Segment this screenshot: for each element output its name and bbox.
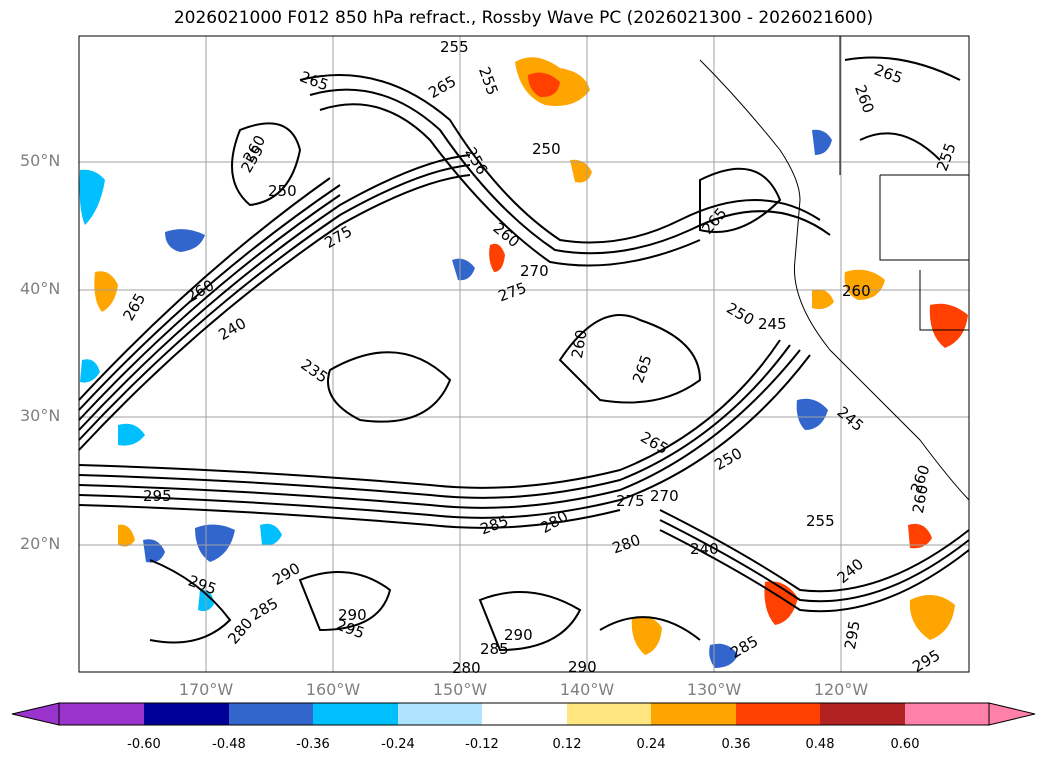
colorbar-tick: 0.48 [805, 737, 835, 752]
colorbar-tick: -0.48 [212, 737, 246, 752]
contour-label: 285 [480, 640, 509, 658]
contour-label: 255 [440, 38, 469, 56]
colorbar-tick: -0.12 [465, 737, 499, 752]
colorbar [11, 702, 1036, 726]
lon-label-130w: 130°W [686, 680, 742, 699]
contour-label: 270 [520, 262, 549, 280]
contour-label: 270 [650, 487, 679, 505]
colorbar-tick: -0.24 [381, 737, 415, 752]
colorbar-low-extend [11, 702, 60, 726]
coastlines [699, 36, 970, 501]
contour-label: 260 [842, 282, 871, 300]
contour-label: 290 [338, 606, 367, 624]
colorbar-tick: -0.60 [127, 737, 161, 752]
contour-label: 290 [504, 626, 533, 644]
contour-label: 280 [452, 659, 481, 677]
contour-label: 255 [806, 512, 835, 530]
lat-label-40n: 40°N [20, 279, 61, 298]
lon-label-150w: 150°W [432, 680, 488, 699]
colorbar-tick: -0.36 [296, 737, 330, 752]
anomaly-fills [79, 57, 968, 668]
contour-label: 240 [690, 540, 719, 558]
lon-label-160w: 160°W [305, 680, 361, 699]
lat-label-20n: 20°N [20, 534, 61, 553]
contour-label: 275 [616, 492, 645, 510]
contour-label: 295 [143, 487, 172, 505]
lon-label-170w: 170°W [178, 680, 234, 699]
contour-label: 290 [568, 658, 597, 676]
contour-label: 250 [268, 182, 297, 200]
lon-label-120w: 120°W [813, 680, 869, 699]
map-title: 2026021000 F012 850 hPa refract., Rossby… [173, 8, 874, 28]
contour-lines [78, 56, 970, 652]
contour-label: 250 [532, 140, 561, 158]
colorbar-tick: 0.12 [552, 737, 582, 752]
contour-label: 245 [758, 315, 787, 333]
colorbar-tick: 0.36 [721, 737, 751, 752]
lon-label-140w: 140°W [559, 680, 615, 699]
lat-label-30n: 30°N [20, 406, 61, 425]
graticule [79, 36, 969, 672]
colorbar-high-extend [988, 702, 1036, 726]
map-frame [78, 35, 970, 673]
colorbar-tick: 0.60 [890, 737, 920, 752]
colorbar-tick: 0.24 [636, 737, 666, 752]
lat-label-50n: 50°N [20, 151, 61, 170]
